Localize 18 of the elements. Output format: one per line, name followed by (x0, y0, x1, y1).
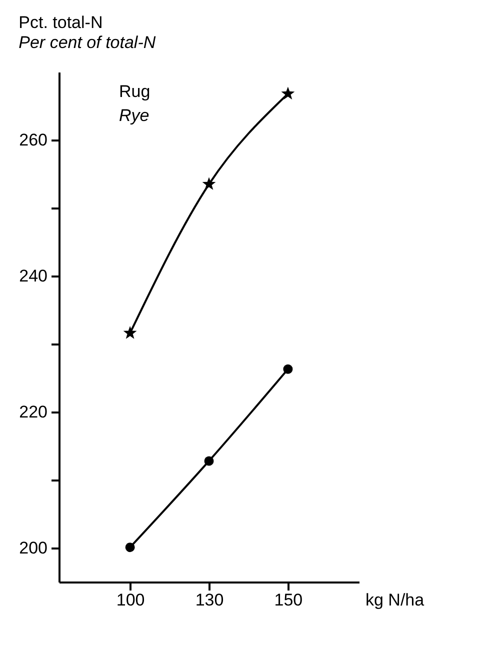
point (202, 177, 216, 190)
y-tick-label: 200 (19, 538, 48, 558)
x-tick-label: 150 (274, 590, 303, 610)
point (125, 542, 135, 552)
x-axis-title: kg N/ha (366, 590, 425, 610)
y-tick-label: 240 (19, 266, 48, 286)
y-tick-label: 220 (19, 402, 48, 422)
point (283, 364, 293, 374)
annotation: Rye (119, 106, 150, 125)
x-tick-label: 100 (116, 590, 145, 610)
annotation: Rug (119, 82, 150, 101)
chart-title: Pct. total-N (18, 13, 103, 32)
point (204, 456, 214, 466)
chart-subtitle: Per cent of total-N (18, 33, 156, 52)
point (281, 86, 295, 100)
point (123, 326, 137, 339)
y-tick-label: 260 (19, 130, 48, 150)
x-tick-label: 130 (195, 590, 224, 610)
